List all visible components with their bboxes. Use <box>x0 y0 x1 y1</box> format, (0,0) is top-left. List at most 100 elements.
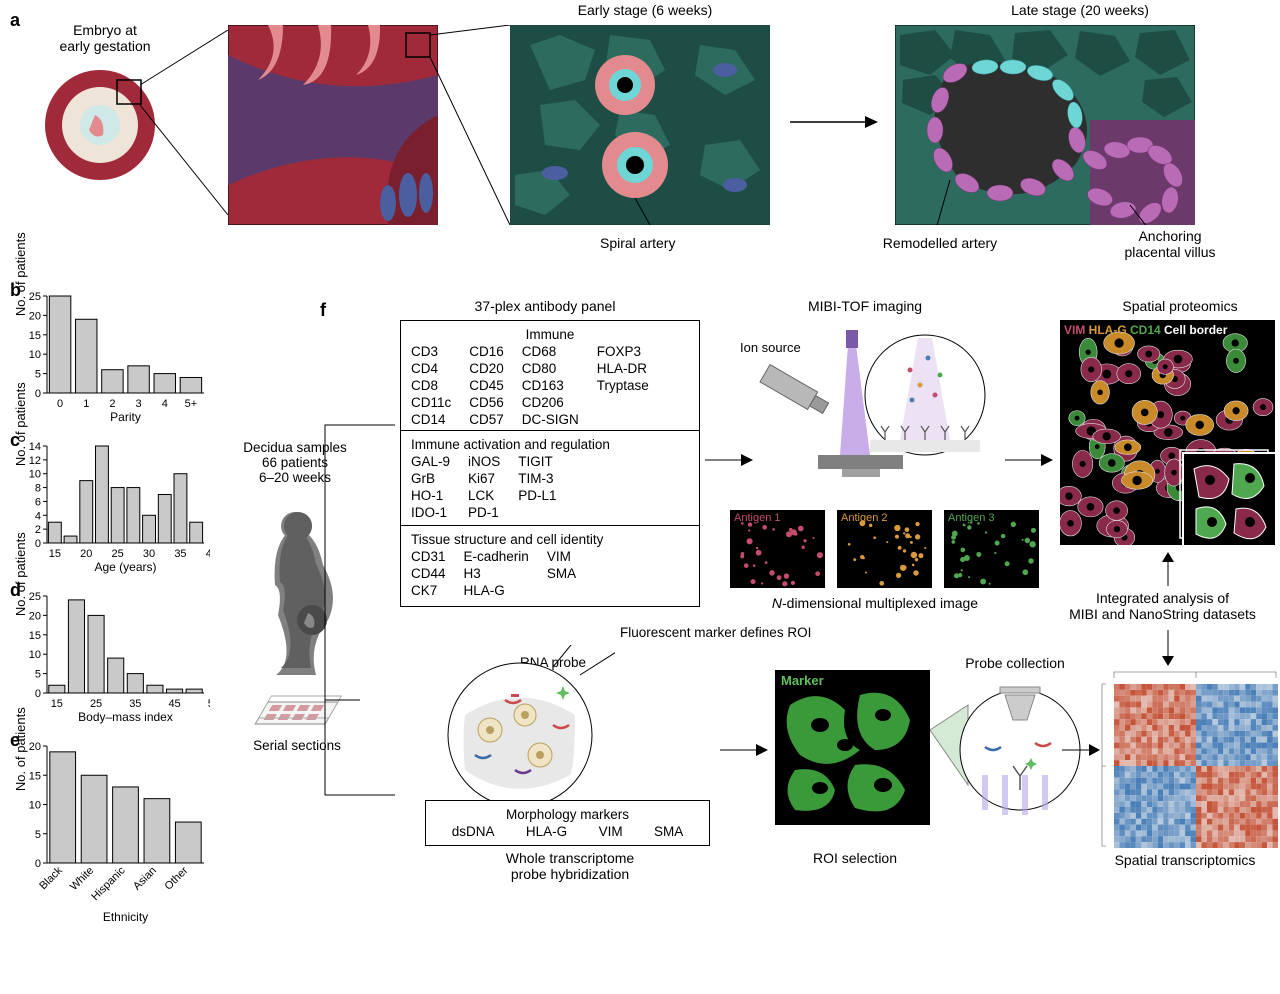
chart-e: No. of patients 05101520BlackWhiteHispan… <box>15 740 210 925</box>
zoom-lines-1 <box>130 30 240 220</box>
svg-text:20: 20 <box>29 741 41 753</box>
marker-item: SMA <box>547 566 576 583</box>
morphology-marker: VIM <box>599 824 623 839</box>
immune-box-title: Immune <box>411 327 689 342</box>
svg-text:5+: 5+ <box>185 398 198 410</box>
marker-item: CD20 <box>469 361 504 378</box>
chart-e-svg: 05101520BlackWhiteHispanicAsianOtherEthn… <box>15 740 210 925</box>
morphology-marker: HLA-G <box>526 824 567 839</box>
fluor-marker-label: Fluorescent marker defines ROI <box>620 625 811 640</box>
structure-box-cols: CD31CD44CK7E-cadherinH3HLA-GVIMSMA <box>411 549 689 600</box>
chart-d: No. of patients 05101520251525354555Body… <box>15 590 210 725</box>
morphology-markers-row: dsDNAHLA-GVIMSMA <box>436 824 699 839</box>
antigen-tile: Antigen 2 <box>837 510 932 588</box>
heatmap <box>1100 670 1278 848</box>
marker-item: PD-1 <box>468 505 500 522</box>
roi-selection-caption: ROI selection <box>785 850 925 866</box>
svg-text:25: 25 <box>29 591 41 603</box>
svg-text:15: 15 <box>29 330 41 342</box>
svg-text:45: 45 <box>168 698 180 710</box>
antigen-row: Antigen 1Antigen 2Antigen 3 <box>730 510 1039 588</box>
proteomics-inset <box>1182 452 1277 547</box>
marker-item: GrB <box>411 471 450 488</box>
svg-text:35: 35 <box>174 548 186 560</box>
morphology-marker: SMA <box>654 824 683 839</box>
svg-text:Other: Other <box>162 864 190 892</box>
marker-image: Marker <box>775 670 930 825</box>
svg-text:2: 2 <box>35 524 41 536</box>
plex-title: 37-plex antibody panel <box>445 298 645 314</box>
svg-text:15: 15 <box>29 630 41 642</box>
marker-item: CD206 <box>522 395 579 412</box>
remodelled-artery-label: Remodelled artery <box>870 235 1010 251</box>
spatial-proteomics-title: Spatial proteomics <box>1100 298 1260 314</box>
marker-item: HLA-DR <box>597 361 649 378</box>
svg-text:White: White <box>68 865 96 893</box>
chart-c: No. of patients 02468101214152025303540A… <box>15 440 210 575</box>
immune-box-cols: CD3CD4CD8CD11cCD14CD16CD20CD45CD56CD57CD… <box>411 344 689 428</box>
n-dim-text: -dimensional multiplexed image <box>782 595 978 611</box>
marker-item: E-cadherin <box>464 549 529 566</box>
marker-item: CD45 <box>469 378 504 395</box>
svg-text:20: 20 <box>80 548 92 560</box>
marker-item: CD80 <box>522 361 579 378</box>
marker-item: CD57 <box>469 412 504 429</box>
svg-text:5: 5 <box>35 829 41 841</box>
svg-text:0: 0 <box>35 858 41 870</box>
marker-item: IDO-1 <box>411 505 450 522</box>
rna-probe-circle <box>425 645 615 815</box>
n-dim-caption: N-dimensional multiplexed image <box>740 595 1010 611</box>
legend-item: CD14 <box>1130 323 1164 337</box>
immune-box: Immune CD3CD4CD8CD11cCD14CD16CD20CD45CD5… <box>400 320 700 435</box>
svg-text:15: 15 <box>29 770 41 782</box>
svg-text:20: 20 <box>29 610 41 622</box>
arrow-to-marker <box>720 740 770 760</box>
chart-c-svg: 02468101214152025303540Age (years) <box>15 440 210 575</box>
marker-blobs-svg <box>775 670 930 825</box>
svg-text:6: 6 <box>35 496 41 508</box>
tile-late-stage <box>895 25 1195 225</box>
chart-c-ylabel: No. of patients <box>13 382 28 466</box>
proteomics-image: VIM HLA-G CD14 Cell border <box>1060 320 1275 545</box>
marker-item: CD3 <box>411 344 451 361</box>
chart-e-ylabel: No. of patients <box>13 707 28 791</box>
svg-text:15: 15 <box>49 548 61 560</box>
panel-f: Decidua samples 66 patients 6–20 weeks S… <box>230 300 1280 980</box>
structure-box: Tissue structure and cell identity CD31C… <box>400 525 700 607</box>
marker-item: HLA-G <box>464 583 529 600</box>
svg-text:3: 3 <box>136 398 142 410</box>
svg-text:Parity: Parity <box>110 410 141 424</box>
svg-text:0: 0 <box>57 398 63 410</box>
svg-text:0: 0 <box>35 538 41 550</box>
svg-text:1: 1 <box>83 398 89 410</box>
marker-item: Tryptase <box>597 378 649 395</box>
marker-item: iNOS <box>468 454 500 471</box>
marker-item: CD8 <box>411 378 451 395</box>
marker-item: TIGIT <box>518 454 556 471</box>
svg-text:Black: Black <box>37 864 65 892</box>
activation-box-cols: GAL-9GrBHO-1IDO-1iNOSKi67LCKPD-1TIGITTIM… <box>411 454 689 522</box>
svg-text:5: 5 <box>35 369 41 381</box>
marker-item: FOXP3 <box>597 344 649 361</box>
arrow-to-proteomics <box>1005 450 1055 470</box>
zoom-lines-2 <box>410 25 520 225</box>
svg-text:35: 35 <box>129 698 141 710</box>
spiral-artery-label: Spiral artery <box>600 235 675 251</box>
chart-b-svg: 0510152025012345+Parity <box>15 290 210 425</box>
arrow-to-heatmap <box>1158 630 1178 668</box>
marker-item: GAL-9 <box>411 454 450 471</box>
early-stage-title: Early stage (6 weeks) <box>555 2 735 18</box>
svg-text:Hispanic: Hispanic <box>89 864 128 903</box>
svg-text:8: 8 <box>35 483 41 495</box>
svg-text:0: 0 <box>35 388 41 400</box>
svg-text:55: 55 <box>208 698 210 710</box>
arrow-to-heatmap-right <box>1062 740 1102 760</box>
antigen-tile: Antigen 1 <box>730 510 825 588</box>
marker-item: LCK <box>468 488 500 505</box>
tile-1-gestation <box>228 25 438 225</box>
panel-a-label: a <box>10 10 20 31</box>
svg-text:10: 10 <box>29 649 41 661</box>
svg-text:Age (years): Age (years) <box>94 560 156 574</box>
chart-b-ylabel: No. of patients <box>13 232 28 316</box>
marker-item: DC-SIGN <box>522 412 579 429</box>
